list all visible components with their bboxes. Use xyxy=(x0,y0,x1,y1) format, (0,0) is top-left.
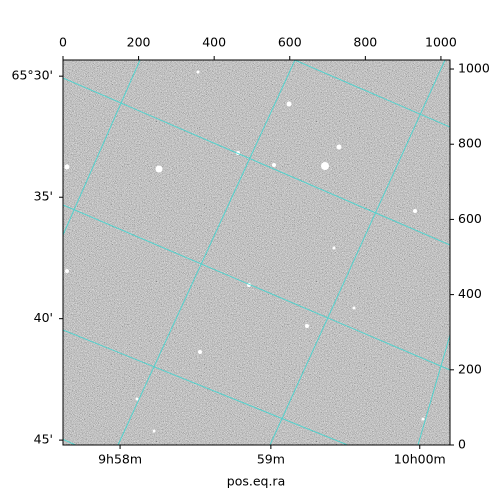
right-tick-label: 0 xyxy=(458,437,466,452)
ra-tick-label: 59m xyxy=(257,452,285,467)
right-tick-label: 1000 xyxy=(458,61,490,76)
sky-image xyxy=(63,60,450,445)
right-tick-label: 200 xyxy=(458,361,482,376)
top-tick-label: 200 xyxy=(127,35,151,50)
ra-tick-label: 9h58m xyxy=(98,452,142,467)
dec-tick-label: 35' xyxy=(34,189,53,204)
top-tick-label: 600 xyxy=(278,35,302,50)
world-grid xyxy=(63,60,450,445)
top-tick-label: 400 xyxy=(202,35,226,50)
frame xyxy=(62,59,451,446)
right-tick-label: 400 xyxy=(458,286,482,301)
top-tick-label: 800 xyxy=(353,35,377,50)
right-tick-label: 600 xyxy=(458,211,482,226)
x-axis-label: pos.eq.ra xyxy=(227,474,285,489)
dec-tick-label: 65°30' xyxy=(12,68,54,83)
right-tick-label: 800 xyxy=(458,136,482,151)
ra-tick-label: 10h00m xyxy=(394,452,446,467)
dec-tick-label: 45' xyxy=(34,432,53,447)
top-tick-label: 1000 xyxy=(425,35,457,50)
dec-tick-label: 40' xyxy=(34,310,53,325)
top-tick-label: 0 xyxy=(59,35,67,50)
